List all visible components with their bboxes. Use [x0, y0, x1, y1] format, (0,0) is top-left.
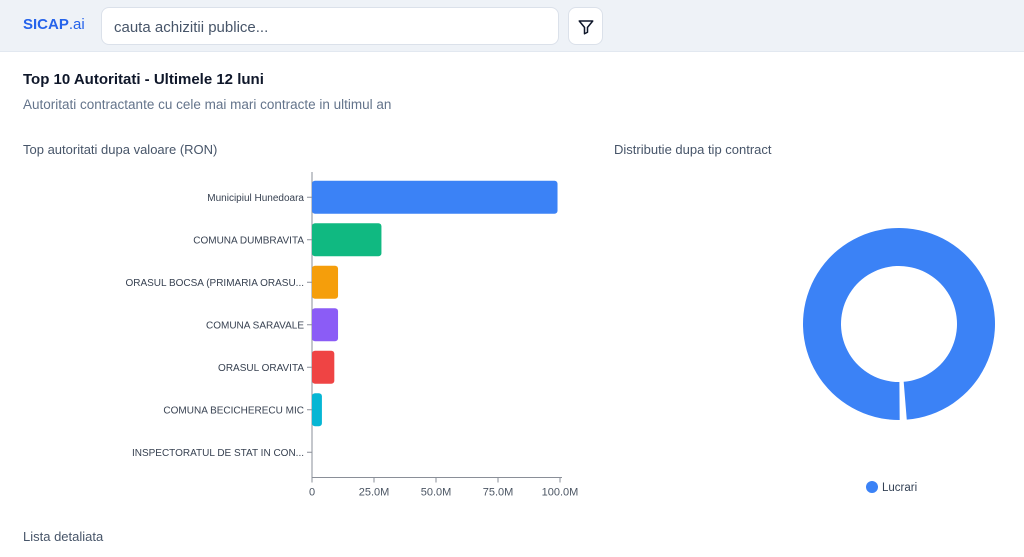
bar-chart: Municipiul Hunedoara COMUNA DUMBRAVITA ORA… [125, 172, 579, 499]
search-box[interactable] [101, 7, 559, 45]
y-tick-label: COMUNA SARAVALE [206, 320, 304, 331]
donut-chart [803, 228, 996, 420]
x-tick-label: 50.0M [421, 487, 452, 499]
bar[interactable] [312, 223, 382, 257]
y-tick-label: ORASUL ORAVITA [218, 363, 304, 374]
pie-legend[interactable]: Lucrari [866, 481, 917, 494]
bar[interactable] [312, 265, 339, 299]
x-tick-label: 100.0M [542, 487, 579, 499]
bar[interactable] [312, 393, 322, 427]
page-subtitle: Autoritati contractante cu cele mai mari… [23, 97, 392, 112]
bar[interactable] [312, 308, 339, 342]
filter-icon [578, 20, 594, 35]
logo-suffix: .ai [68, 16, 85, 33]
x-tick-label: 0 [309, 487, 315, 499]
legend-swatch-lucrari [866, 481, 878, 493]
y-tick-label: Municipiul Hunedoara [207, 193, 304, 204]
y-tick-label: INSPECTORATUL DE STAT IN CON... [132, 448, 304, 459]
page-title: Top 10 Autoritati - Ultimele 12 luni [23, 71, 264, 88]
x-tick-label: 75.0M [483, 487, 514, 499]
filter-button[interactable] [568, 7, 603, 45]
legend-label-lucrari: Lucrari [882, 482, 918, 494]
y-tick-label: ORASUL BOCSA (PRIMARIA ORASU... [125, 278, 304, 289]
search-input[interactable] [114, 16, 544, 38]
logo-main: SICAP [23, 16, 69, 33]
top-bar: SICAP.ai [0, 0, 1024, 52]
y-tick-label: COMUNA DUMBRAVITA [193, 235, 304, 246]
logo[interactable]: SICAP.ai [23, 16, 85, 33]
x-tick-label: 25.0M [359, 487, 390, 499]
bar-chart-title: Top autoritati dupa valoare (RON) [23, 142, 218, 157]
y-tick-label: COMUNA BECICHERECU MIC [163, 405, 304, 416]
donut-slice[interactable] [803, 228, 996, 420]
list-section-title: Lista detaliata [23, 529, 104, 544]
bar[interactable] [312, 180, 558, 214]
bar[interactable] [312, 350, 335, 384]
pie-chart-title: Distributie dupa tip contract [614, 142, 772, 157]
